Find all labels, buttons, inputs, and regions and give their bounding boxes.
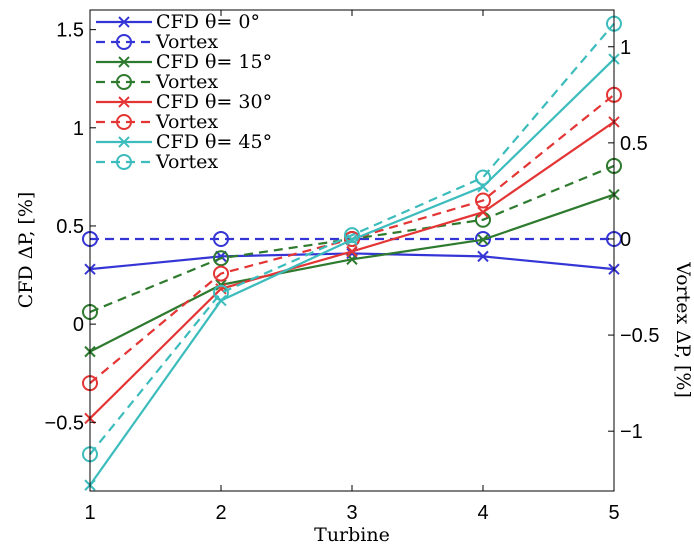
data-point bbox=[475, 169, 491, 186]
legend-entry: Vortex bbox=[96, 71, 218, 93]
series-line bbox=[89, 22, 615, 455]
legend-marker bbox=[116, 114, 132, 130]
legend-marker bbox=[116, 74, 132, 90]
y-right-tick-label: 0 bbox=[620, 229, 631, 251]
legend-marker bbox=[118, 96, 130, 108]
y-right-tick-label: 1 bbox=[620, 37, 631, 59]
data-point bbox=[477, 233, 489, 246]
x-tick-label: 5 bbox=[608, 502, 619, 524]
data-point bbox=[213, 284, 229, 301]
legend-marker bbox=[118, 16, 130, 28]
y-left-tick-label: −0.5 bbox=[45, 412, 84, 434]
data-point bbox=[213, 250, 229, 267]
legend-label: CFD θ= 45° bbox=[156, 131, 272, 153]
y-left-tick-label: 1 bbox=[73, 118, 84, 140]
data-point bbox=[213, 265, 229, 282]
legend-label: CFD θ= 30° bbox=[156, 91, 272, 113]
ticks-layer: 1 2 3 4 5 −0.5 0 0.5 1 1.5 −1 −0.5 0 0.5 1 bbox=[45, 10, 659, 524]
legend-label: Vortex bbox=[155, 71, 218, 93]
x-tick-label: 2 bbox=[215, 502, 226, 524]
x-axis-title: Turbine bbox=[314, 524, 390, 546]
data-point bbox=[475, 192, 491, 209]
data-point bbox=[477, 250, 489, 263]
legend-label: CFD θ= 15° bbox=[156, 51, 272, 73]
data-point bbox=[213, 230, 229, 247]
legend-entry: CFD θ= 45° bbox=[96, 131, 272, 153]
data-point bbox=[344, 227, 360, 244]
y-right-tick-label: −1 bbox=[620, 421, 643, 443]
legend-entry: Vortex bbox=[96, 151, 218, 173]
y-left-tick-label: 1.5 bbox=[56, 20, 84, 42]
y-left-tick-label: 0.5 bbox=[56, 216, 84, 238]
data-point bbox=[477, 206, 489, 218]
data-point bbox=[475, 230, 491, 247]
legend-marker bbox=[116, 154, 132, 170]
legend-label: Vortex bbox=[155, 151, 218, 173]
legend-entry: CFD θ= 0° bbox=[96, 11, 260, 33]
legend-marker bbox=[116, 34, 132, 50]
legend-entry: CFD θ= 30° bbox=[96, 91, 272, 113]
legend-marker bbox=[118, 56, 130, 68]
y-left-tick-label: 0 bbox=[73, 314, 84, 336]
legend-entry: CFD θ= 15° bbox=[96, 51, 272, 73]
data-point bbox=[346, 245, 358, 258]
x-tick-label: 1 bbox=[84, 502, 95, 524]
x-tick-label: 3 bbox=[346, 502, 357, 524]
legend-label: CFD θ= 0° bbox=[156, 11, 260, 33]
legend-marker bbox=[118, 136, 130, 148]
legend-entry: Vortex bbox=[96, 31, 218, 53]
legend-entry: Vortex bbox=[96, 111, 218, 133]
x-tick-label: 4 bbox=[477, 502, 488, 524]
y-right-tick-label: −0.5 bbox=[620, 325, 659, 347]
y-axis-title-right: Vortex ΔP, [%] bbox=[672, 261, 694, 398]
legend-label: Vortex bbox=[155, 111, 218, 133]
y-right-tick-label: 0.5 bbox=[620, 133, 648, 155]
legend-label: Vortex bbox=[155, 31, 218, 53]
y-axis-title-left: CFD ΔP, [%] bbox=[15, 192, 37, 309]
